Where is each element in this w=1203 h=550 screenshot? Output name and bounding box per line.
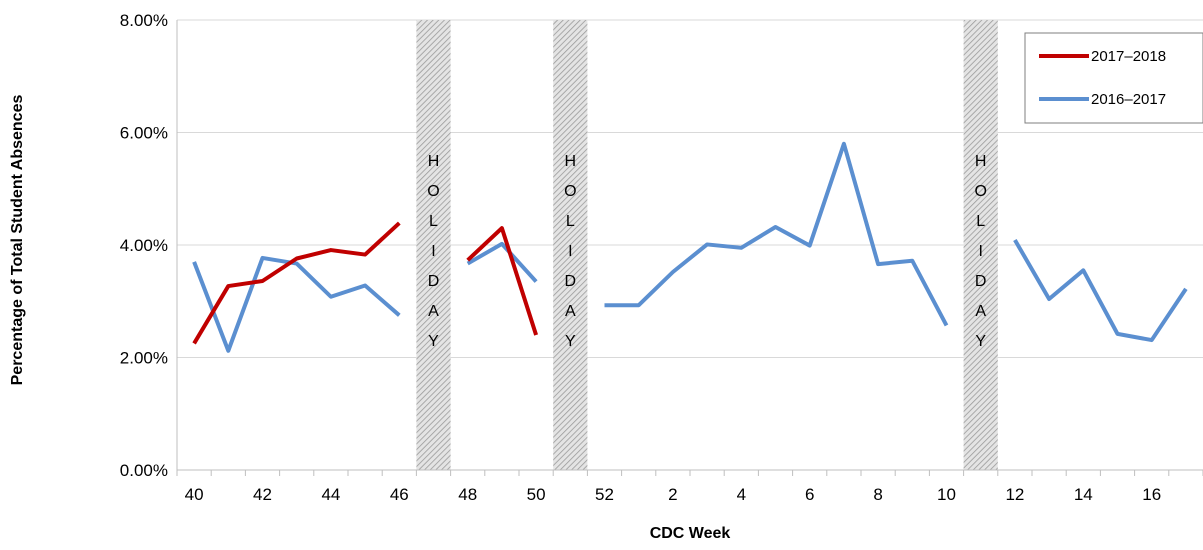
x-tick-label: 12 xyxy=(1005,485,1024,504)
x-tick-label: 46 xyxy=(390,485,409,504)
holiday-letter: H xyxy=(975,153,987,170)
holiday-letter: O xyxy=(427,183,439,200)
x-tick-label: 8 xyxy=(873,485,882,504)
holiday-letter: D xyxy=(975,273,987,290)
y-axis-title: Percentage of Total Student Absences xyxy=(9,95,26,386)
holiday-letter: D xyxy=(565,273,577,290)
legend-label: 2017–2018 xyxy=(1091,48,1166,65)
x-tick-label: 6 xyxy=(805,485,814,504)
gridlines xyxy=(177,19,1203,358)
holiday-letter: H xyxy=(565,153,577,170)
holiday-letter: L xyxy=(976,213,985,230)
x-tick-label: 14 xyxy=(1074,485,1093,504)
holiday-letter: Y xyxy=(565,333,576,350)
series-lines xyxy=(192,141,1188,353)
x-tick-label: 50 xyxy=(527,485,546,504)
y-tick-label: 0.00% xyxy=(120,461,168,480)
axes: 0.00%2.00%4.00%6.00%8.00%40 42 44 46 48 50 52 2… xyxy=(120,11,1203,504)
x-tick-label: 52 xyxy=(595,485,614,504)
holiday-band xyxy=(553,20,588,470)
holiday-letter: Y xyxy=(975,333,986,350)
y-tick-label: 6.00% xyxy=(120,124,168,143)
x-tick-label: 4 xyxy=(737,485,746,504)
x-tick-label: 40 xyxy=(185,485,204,504)
holiday-letter: O xyxy=(564,183,576,200)
series-line xyxy=(192,141,1188,353)
legend-label: 2016–2017 xyxy=(1091,91,1166,108)
x-tick-label: 44 xyxy=(321,485,340,504)
y-tick-label: 8.00% xyxy=(120,11,168,30)
x-axis-title: CDC Week xyxy=(650,525,731,542)
holiday-letter: I xyxy=(978,243,982,260)
holiday-letter: O xyxy=(974,183,986,200)
holiday-letter: Y xyxy=(428,333,439,350)
x-tick-label: 2 xyxy=(668,485,677,504)
holiday-letter: A xyxy=(975,303,986,320)
holiday-letter: D xyxy=(428,273,440,290)
holiday-letter: I xyxy=(568,243,572,260)
series-line xyxy=(192,221,539,345)
holiday-band xyxy=(416,20,451,470)
holiday-letter: A xyxy=(428,303,439,320)
x-tick-label: 10 xyxy=(937,485,956,504)
holiday-letter: L xyxy=(566,213,575,230)
holiday-letter: H xyxy=(428,153,440,170)
legend: 2017–2018 2016–2017 xyxy=(1024,32,1203,124)
x-tick-label: 16 xyxy=(1142,485,1161,504)
y-tick-label: 4.00% xyxy=(120,236,168,255)
legend-box xyxy=(1024,32,1203,124)
x-tick-label: 42 xyxy=(253,485,272,504)
holiday-letter: I xyxy=(431,243,435,260)
y-tick-label: 2.00% xyxy=(120,349,168,368)
x-tick-label: 48 xyxy=(458,485,477,504)
holiday-letter: A xyxy=(565,303,576,320)
holiday-band xyxy=(963,20,998,470)
holiday-letter: L xyxy=(429,213,438,230)
